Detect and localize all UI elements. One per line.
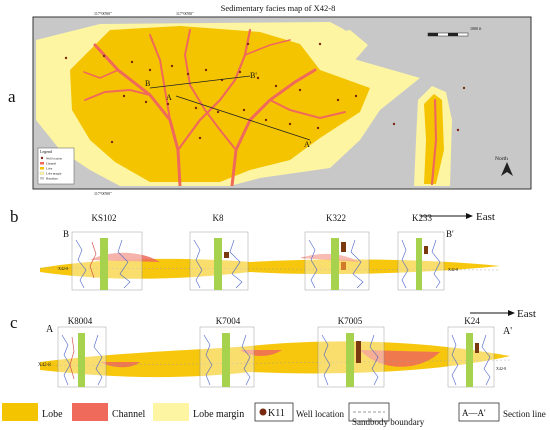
legend-well-symbol: K11: [268, 408, 285, 419]
well-location-icon: [259, 408, 267, 416]
legend-swatch-lobe: [2, 403, 38, 421]
lobe-margin-north: [312, 30, 368, 60]
channel-c-3: [360, 350, 440, 367]
section-c-start: A: [46, 324, 54, 335]
well-log: [317, 326, 385, 388]
well-name: K7005: [338, 316, 363, 326]
section-b-direction: East: [476, 211, 495, 223]
section-b-wells: [71, 231, 445, 291]
section-c-end: A': [503, 326, 512, 337]
map-inner-legend: Legend Well location Channel Lobe Lobe m…: [37, 147, 75, 185]
east-arrow-icon: [508, 310, 515, 316]
sandbody-b-main: [40, 258, 500, 279]
inner-legend-item: Lobe margin: [46, 172, 62, 176]
section-b: B B' East X42-8 X42-8: [39, 211, 501, 291]
legend-label-lobe-margin: Lobe margin: [193, 409, 244, 420]
well-log: [447, 326, 495, 388]
legend-swatch-lobe-margin: [153, 403, 189, 421]
well-name: K8: [213, 213, 224, 223]
well-name: K8004: [68, 316, 93, 326]
well-log: [57, 326, 107, 388]
section-line-aa: [175, 95, 311, 141]
well-log: [71, 231, 143, 291]
legend-label-sandbody: Sandbody boundary: [352, 417, 425, 427]
east-arrow-icon: [466, 213, 473, 219]
legend-swatch-section: [458, 402, 500, 422]
legend: Lobe Channel Lobe margin K11 Well locati…: [2, 402, 546, 427]
map-point-b: B: [145, 79, 150, 88]
coord-label-bottom: 117°00'00": [94, 191, 112, 196]
sandbody-boundary-b: [39, 267, 501, 271]
well-name: KS102: [91, 213, 116, 223]
section-b-layer-left: X42-8: [58, 266, 68, 271]
panel-label-c: c: [10, 313, 18, 332]
sandbody-c-main: [40, 341, 510, 378]
legend-swatch-channel: [72, 403, 108, 421]
well-log: [199, 326, 255, 388]
legend-label-lobe: Lobe: [42, 409, 63, 420]
section-b-layer-right: X42-8: [448, 267, 458, 272]
inner-legend-item: Lobe: [46, 167, 53, 171]
lobe-main: [70, 26, 370, 182]
legend-label-well-location: Well location: [296, 409, 345, 419]
map-point-a-prime: A': [304, 140, 312, 149]
legend-swatch-well: [254, 402, 294, 422]
scale-label: 1000 ft: [470, 26, 482, 31]
scale-bar: 1000 ft: [427, 26, 482, 37]
north-label: North: [495, 156, 508, 162]
well-name: K7004: [216, 316, 241, 326]
legend-label-section-line: Section line: [503, 409, 546, 419]
well-name: K233: [412, 213, 432, 223]
map-title: Sedimentary facies map of X42-8: [221, 3, 336, 13]
section-c-layer-right: X42-8: [496, 366, 506, 371]
well-log: [189, 231, 249, 291]
lobe-east: [424, 94, 444, 184]
north-arrow-icon: North: [495, 156, 513, 176]
section-c-direction: East: [517, 308, 536, 320]
inner-legend-title: Legend: [40, 149, 52, 154]
channel-b-2: [300, 253, 360, 262]
facies-map: B B' A A' 117°00'00" 117°00'00" 117°00'0…: [32, 11, 532, 196]
well-name: K24: [464, 316, 480, 326]
map-point-a: A: [166, 93, 172, 102]
section-b-start: B: [63, 229, 69, 239]
panel-label-b: b: [10, 207, 19, 226]
map-wells: [64, 42, 466, 144]
panel-label-a: a: [8, 87, 16, 106]
well-name: K322: [326, 213, 346, 223]
coord-label-top: 117°00'00": [94, 11, 112, 16]
inner-legend-item: Well location: [46, 157, 63, 161]
map-point-b-prime: B': [250, 71, 257, 80]
coord-label-top-2: 117°00'00": [176, 11, 194, 16]
channel-c-2: [240, 350, 282, 356]
section-c-wells: [57, 326, 495, 388]
channel-c-1: [100, 362, 140, 368]
legend-section-symbol: A—A': [462, 408, 486, 418]
section-line-bb: [149, 75, 251, 89]
section-c-layer-left: X42-8: [38, 363, 51, 368]
inner-legend-item: Boundary: [46, 177, 58, 181]
section-b-end: B': [446, 229, 454, 239]
well-log: [304, 231, 370, 291]
section-c: A A' East X42-8 X42-8: [38, 308, 536, 388]
inner-legend-item: Channel: [46, 162, 56, 166]
well-log: [397, 231, 445, 291]
legend-label-channel: Channel: [112, 409, 146, 420]
